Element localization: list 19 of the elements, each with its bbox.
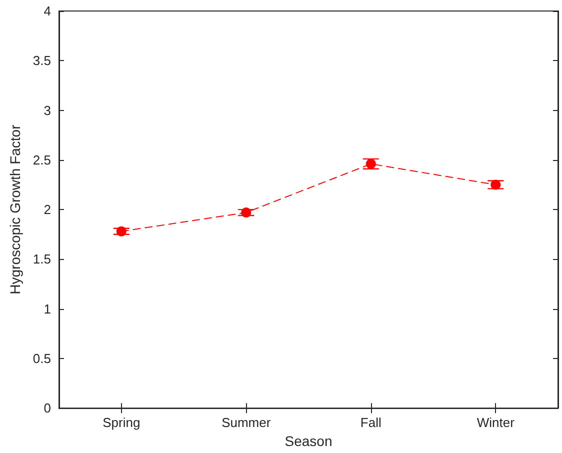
- x-tick-label: Spring: [102, 415, 140, 430]
- x-tick-label: Winter: [476, 415, 516, 430]
- y-tick-label: 3.5: [32, 53, 51, 68]
- y-tick-label: 1.5: [32, 252, 51, 267]
- point: [490, 180, 501, 190]
- x-tick-label: Summer: [222, 415, 272, 430]
- y-tick-label: 0: [44, 400, 51, 416]
- y-axis-title: Hygroscopic Growth Factor: [7, 124, 24, 294]
- y-tick-label: 0.5: [32, 350, 51, 366]
- x-tick-label: Fall: [360, 415, 382, 430]
- point: [241, 208, 252, 218]
- x-axis-title: Season: [284, 433, 332, 449]
- point: [116, 226, 126, 236]
- y-tick-label: 1: [44, 301, 51, 316]
- y-tick-label: 3: [44, 102, 51, 118]
- y-tick-label: 4: [44, 4, 51, 18]
- point: [366, 158, 376, 169]
- y-tick-label: 2.5: [32, 152, 51, 168]
- y-tick-label: 2: [44, 202, 51, 218]
